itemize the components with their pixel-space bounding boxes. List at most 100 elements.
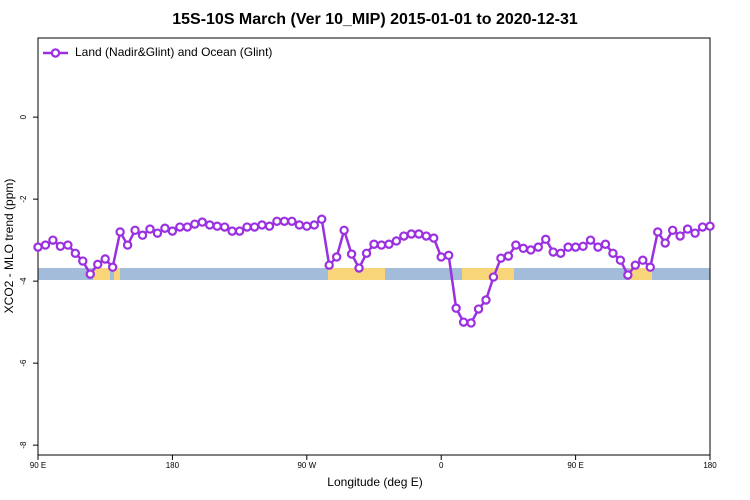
series-marker xyxy=(152,228,163,238)
series-marker xyxy=(697,222,708,232)
series-marker xyxy=(511,240,521,250)
series-marker xyxy=(145,224,155,234)
legend-label: Land (Nadir&Glint) and Ocean (Glint) xyxy=(75,45,272,59)
x-tick-label: 0 xyxy=(439,461,444,470)
series-marker xyxy=(548,247,558,257)
series-marker xyxy=(137,230,148,240)
series-marker xyxy=(205,220,215,230)
x-tick-label: 90 W xyxy=(297,461,316,470)
series-marker xyxy=(279,216,290,226)
series-marker xyxy=(361,248,372,258)
series-marker xyxy=(414,229,424,239)
series-marker xyxy=(324,260,334,270)
series-marker xyxy=(436,252,446,262)
series-marker xyxy=(526,245,536,255)
series-marker xyxy=(227,226,237,236)
series-marker xyxy=(33,242,43,252)
series-marker xyxy=(518,243,529,254)
x-tick-label: 90 E xyxy=(30,461,46,470)
series-marker xyxy=(167,226,178,236)
series-marker xyxy=(294,220,305,230)
series-marker xyxy=(473,304,484,314)
y-tick-label: -4 xyxy=(19,277,28,285)
series-marker xyxy=(675,231,685,241)
series-marker xyxy=(257,220,267,230)
series-marker xyxy=(100,254,110,264)
series-marker xyxy=(481,295,491,305)
series-marker xyxy=(48,235,58,245)
series-marker xyxy=(615,255,626,265)
series-marker xyxy=(593,242,603,252)
series-marker xyxy=(272,216,282,226)
series-marker xyxy=(175,222,185,232)
series-marker xyxy=(384,239,394,249)
series-marker xyxy=(570,242,581,252)
series-marker xyxy=(287,216,297,226)
series-marker xyxy=(660,238,670,248)
series-marker xyxy=(578,241,588,251)
series-marker xyxy=(682,224,693,234)
series-marker xyxy=(354,263,364,273)
series-marker xyxy=(93,259,103,270)
land-band xyxy=(93,268,110,280)
land-band xyxy=(114,268,120,280)
series-marker xyxy=(107,262,118,272)
series-marker xyxy=(115,227,125,237)
series-marker xyxy=(541,234,551,245)
series-marker xyxy=(443,250,454,261)
series-marker xyxy=(63,240,73,250)
series-marker xyxy=(234,226,245,236)
series-marker xyxy=(600,239,611,249)
x-axis-label: Longitude (deg E) xyxy=(327,475,422,489)
series-marker xyxy=(197,217,207,227)
series-marker xyxy=(346,249,357,259)
x-tick-label: 90 E xyxy=(567,461,583,470)
series-marker xyxy=(503,251,514,261)
series-marker xyxy=(78,256,88,266)
series-marker xyxy=(309,220,319,230)
series-marker xyxy=(585,235,596,245)
series-marker xyxy=(466,318,476,328)
y-tick-label: -6 xyxy=(19,359,28,367)
series-marker xyxy=(317,214,327,224)
land-band xyxy=(462,268,514,280)
series-marker xyxy=(608,248,618,258)
series-marker xyxy=(630,260,641,270)
series-marker xyxy=(130,225,140,236)
series-marker xyxy=(645,262,655,272)
series-marker xyxy=(55,241,66,251)
series-marker xyxy=(85,269,95,279)
x-tick-label: 180 xyxy=(166,461,180,470)
series-marker xyxy=(212,221,222,231)
series-marker xyxy=(406,229,417,239)
series-marker xyxy=(122,240,133,250)
series-marker xyxy=(40,240,51,250)
series-marker xyxy=(302,221,312,231)
series-marker xyxy=(70,248,81,258)
series-marker xyxy=(623,270,633,280)
y-axis-label: XCO2 - MLO trend (ppm) xyxy=(2,179,16,314)
series-marker xyxy=(369,239,379,249)
series-marker xyxy=(533,242,543,252)
chart-title: 15S-10S March (Ver 10_MIP) 2015-01-01 to… xyxy=(172,11,578,28)
series-marker xyxy=(242,222,252,232)
x-tick-label: 180 xyxy=(703,461,717,470)
series-marker xyxy=(190,219,200,229)
series-marker xyxy=(638,255,648,265)
series-marker xyxy=(249,222,260,232)
series-marker xyxy=(451,303,461,313)
series-marker xyxy=(429,233,439,243)
series-marker xyxy=(653,227,663,237)
series-marker xyxy=(563,242,573,252)
series-marker xyxy=(219,222,230,232)
series-marker xyxy=(458,317,469,327)
y-tick-label: -8 xyxy=(19,441,28,449)
surface-band xyxy=(38,268,710,280)
series-marker xyxy=(667,225,678,236)
series-marker xyxy=(496,253,506,263)
series-marker xyxy=(690,228,700,238)
land-band xyxy=(328,268,385,280)
y-tick-label: 0 xyxy=(19,114,28,119)
series-marker xyxy=(339,225,349,236)
